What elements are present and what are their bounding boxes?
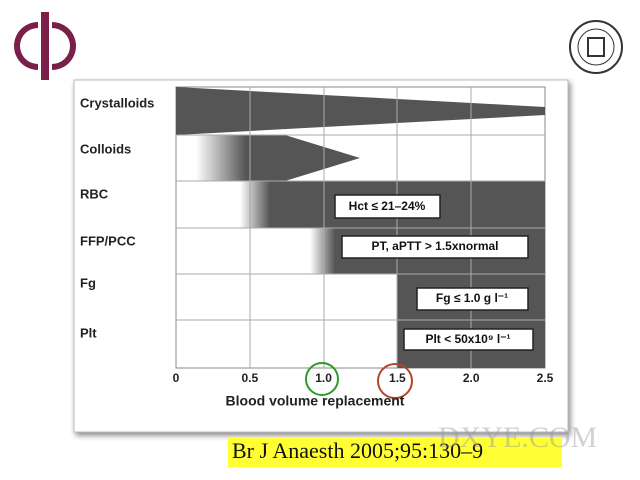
- row-label: Fg: [80, 275, 96, 290]
- watermark: DXYE.COM: [438, 421, 597, 454]
- row-label: Crystalloids: [80, 95, 154, 110]
- x-tick-label: 0.5: [241, 371, 258, 385]
- x-tick-label: 1.5: [389, 371, 406, 385]
- x-tick-label: 2.0: [463, 371, 480, 385]
- row-label: Colloids: [80, 141, 131, 156]
- note: Fg ≤ 1.0 g l⁻¹: [436, 291, 508, 305]
- x-tick-label: 1.0: [315, 371, 332, 385]
- note: Hct ≤ 21–24%: [349, 199, 426, 213]
- logo: [14, 12, 76, 80]
- note: Plt < 50x10⁹ l⁻¹: [425, 332, 510, 346]
- row-label: RBC: [80, 186, 109, 201]
- axis-label: Blood volume replacement: [226, 393, 405, 409]
- x-tick-label: 2.5: [537, 371, 554, 385]
- note: PT, aPTT > 1.5xnormal: [371, 239, 498, 253]
- x-tick-label: 0: [173, 371, 180, 385]
- seal: [569, 20, 623, 74]
- row-label: Plt: [80, 325, 97, 340]
- citation: Br J Anaesth 2005;95:130–9: [232, 438, 483, 463]
- row-label: FFP/PCC: [80, 233, 136, 248]
- diagram: [175, 86, 546, 399]
- citation-bg: [228, 437, 562, 467]
